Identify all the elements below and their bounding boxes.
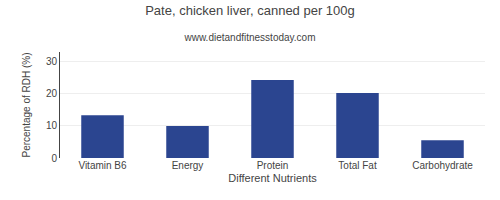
svg-text:20: 20 [46,88,58,99]
svg-text:30: 30 [46,56,58,67]
svg-text:Protein: Protein [257,160,289,171]
svg-text:10: 10 [46,120,58,131]
svg-text:Pate, chicken liver, canned pe: Pate, chicken liver, canned per 100g [145,3,355,18]
svg-text:Percentage of RDH (%): Percentage of RDH (%) [21,52,32,157]
svg-text:Total Fat: Total Fat [338,160,377,171]
svg-text:Carbohydrate: Carbohydrate [412,160,473,171]
svg-text:Energy: Energy [172,160,204,171]
svg-text:Vitamin B6: Vitamin B6 [78,160,127,171]
svg-text:0: 0 [51,153,57,164]
svg-text:Different Nutrients: Different Nutrients [228,172,317,184]
svg-text:www.dietandfitnesstoday.com: www.dietandfitnesstoday.com [184,32,316,43]
